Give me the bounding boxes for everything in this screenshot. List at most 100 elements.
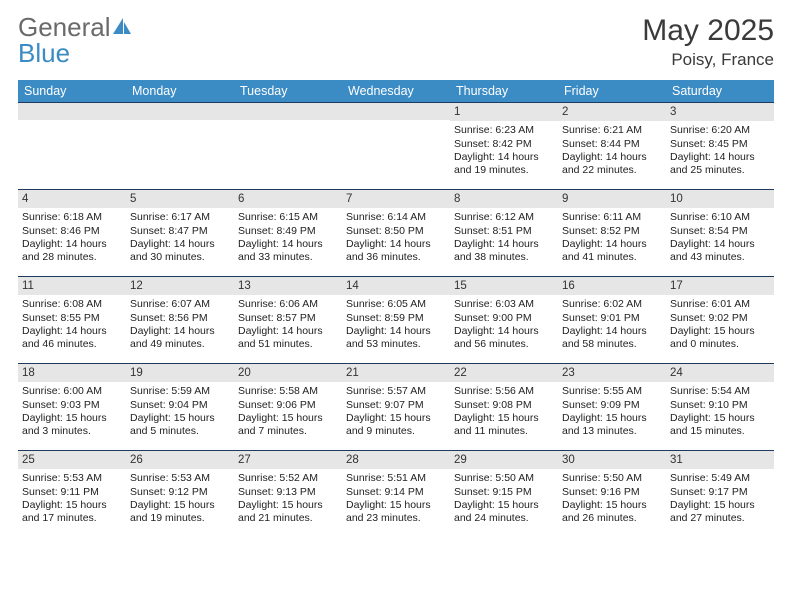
day-details: Sunrise: 6:20 AMSunset: 8:45 PMDaylight:… [666, 121, 774, 181]
calendar-header-wednesday: Wednesday [342, 80, 450, 102]
calendar-cell: 25Sunrise: 5:53 AMSunset: 9:11 PMDayligh… [18, 451, 126, 537]
sunset-line: Sunset: 8:49 PM [238, 225, 338, 238]
day-number: 28 [342, 451, 450, 469]
daylight-line: Daylight: 14 hours and 25 minutes. [670, 151, 770, 177]
sunrise-line: Sunrise: 6:08 AM [22, 298, 122, 311]
daylight-line: Daylight: 14 hours and 33 minutes. [238, 238, 338, 264]
sunrise-line: Sunrise: 6:10 AM [670, 211, 770, 224]
sunrise-line: Sunrise: 5:57 AM [346, 385, 446, 398]
calendar-cell [342, 103, 450, 189]
sunrise-line: Sunrise: 6:02 AM [562, 298, 662, 311]
sunrise-line: Sunrise: 6:14 AM [346, 211, 446, 224]
day-details: Sunrise: 6:10 AMSunset: 8:54 PMDaylight:… [666, 208, 774, 268]
sunset-line: Sunset: 9:13 PM [238, 486, 338, 499]
sunrise-line: Sunrise: 5:58 AM [238, 385, 338, 398]
day-number: 9 [558, 190, 666, 208]
day-number: 20 [234, 364, 342, 382]
sunrise-line: Sunrise: 6:12 AM [454, 211, 554, 224]
daylight-line: Daylight: 15 hours and 9 minutes. [346, 412, 446, 438]
day-details: Sunrise: 6:18 AMSunset: 8:46 PMDaylight:… [18, 208, 126, 268]
day-number: 18 [18, 364, 126, 382]
daylight-line: Daylight: 15 hours and 7 minutes. [238, 412, 338, 438]
calendar-cell: 17Sunrise: 6:01 AMSunset: 9:02 PMDayligh… [666, 277, 774, 363]
calendar-cell [126, 103, 234, 189]
calendar-cell: 22Sunrise: 5:56 AMSunset: 9:08 PMDayligh… [450, 364, 558, 450]
day-details: Sunrise: 6:15 AMSunset: 8:49 PMDaylight:… [234, 208, 342, 268]
sunrise-line: Sunrise: 6:06 AM [238, 298, 338, 311]
daylight-line: Daylight: 15 hours and 11 minutes. [454, 412, 554, 438]
sunset-line: Sunset: 8:47 PM [130, 225, 230, 238]
calendar-row: 11Sunrise: 6:08 AMSunset: 8:55 PMDayligh… [18, 276, 774, 363]
sunset-line: Sunset: 9:09 PM [562, 399, 662, 412]
calendar-header-thursday: Thursday [450, 80, 558, 102]
calendar-cell: 29Sunrise: 5:50 AMSunset: 9:15 PMDayligh… [450, 451, 558, 537]
day-details: Sunrise: 5:50 AMSunset: 9:16 PMDaylight:… [558, 469, 666, 529]
day-number: 16 [558, 277, 666, 295]
daylight-line: Daylight: 14 hours and 53 minutes. [346, 325, 446, 351]
day-number: 30 [558, 451, 666, 469]
sunset-line: Sunset: 9:14 PM [346, 486, 446, 499]
calendar-cell: 26Sunrise: 5:53 AMSunset: 9:12 PMDayligh… [126, 451, 234, 537]
daylight-line: Daylight: 15 hours and 27 minutes. [670, 499, 770, 525]
calendar-cell [234, 103, 342, 189]
sunrise-line: Sunrise: 6:00 AM [22, 385, 122, 398]
day-number: 3 [666, 103, 774, 121]
sunrise-line: Sunrise: 6:03 AM [454, 298, 554, 311]
calendar-cell: 30Sunrise: 5:50 AMSunset: 9:16 PMDayligh… [558, 451, 666, 537]
sunrise-line: Sunrise: 5:53 AM [130, 472, 230, 485]
calendar-row: 25Sunrise: 5:53 AMSunset: 9:11 PMDayligh… [18, 450, 774, 537]
daylight-line: Daylight: 14 hours and 51 minutes. [238, 325, 338, 351]
sunrise-line: Sunrise: 6:21 AM [562, 124, 662, 137]
sunset-line: Sunset: 9:00 PM [454, 312, 554, 325]
day-details: Sunrise: 5:51 AMSunset: 9:14 PMDaylight:… [342, 469, 450, 529]
day-number: 6 [234, 190, 342, 208]
sunrise-line: Sunrise: 5:52 AM [238, 472, 338, 485]
daylight-line: Daylight: 15 hours and 19 minutes. [130, 499, 230, 525]
sunset-line: Sunset: 8:59 PM [346, 312, 446, 325]
calendar-cell: 27Sunrise: 5:52 AMSunset: 9:13 PMDayligh… [234, 451, 342, 537]
sunset-line: Sunset: 8:54 PM [670, 225, 770, 238]
calendar-header-row: SundayMondayTuesdayWednesdayThursdayFrid… [18, 80, 774, 102]
day-number: 11 [18, 277, 126, 295]
sunset-line: Sunset: 8:44 PM [562, 138, 662, 151]
sunrise-line: Sunrise: 6:15 AM [238, 211, 338, 224]
daylight-line: Daylight: 14 hours and 46 minutes. [22, 325, 122, 351]
day-details: Sunrise: 6:06 AMSunset: 8:57 PMDaylight:… [234, 295, 342, 355]
calendar-cell: 6Sunrise: 6:15 AMSunset: 8:49 PMDaylight… [234, 190, 342, 276]
sunrise-line: Sunrise: 6:20 AM [670, 124, 770, 137]
day-number: 2 [558, 103, 666, 121]
day-number [234, 103, 342, 120]
sunset-line: Sunset: 8:55 PM [22, 312, 122, 325]
day-number [18, 103, 126, 120]
day-details: Sunrise: 5:53 AMSunset: 9:11 PMDaylight:… [18, 469, 126, 529]
sunset-line: Sunset: 8:57 PM [238, 312, 338, 325]
calendar-cell: 14Sunrise: 6:05 AMSunset: 8:59 PMDayligh… [342, 277, 450, 363]
day-number: 5 [126, 190, 234, 208]
calendar-cell: 20 Sunrise: 5:58 AMSunset: 9:06 PMDayligh… [234, 364, 342, 450]
sunrise-line: Sunrise: 5:54 AM [670, 385, 770, 398]
calendar-cell: 13Sunrise: 6:06 AMSunset: 8:57 PMDayligh… [234, 277, 342, 363]
calendar-cell: 21Sunrise: 5:57 AMSunset: 9:07 PMDayligh… [342, 364, 450, 450]
daylight-line: Daylight: 15 hours and 21 minutes. [238, 499, 338, 525]
day-details: Sunrise: 6:03 AMSunset: 9:00 PMDaylight:… [450, 295, 558, 355]
title-block: May 2025 Poisy, France [642, 14, 774, 70]
day-details: Sunrise: 5:54 AMSunset: 9:10 PMDaylight:… [666, 382, 774, 442]
calendar-row: 18Sunrise: 6:00 AMSunset: 9:03 PMDayligh… [18, 363, 774, 450]
calendar-header-friday: Friday [558, 80, 666, 102]
daylight-line: Daylight: 15 hours and 15 minutes. [670, 412, 770, 438]
calendar-cell: 23Sunrise: 5:55 AMSunset: 9:09 PMDayligh… [558, 364, 666, 450]
calendar-cell: 12Sunrise: 6:07 AMSunset: 8:56 PMDayligh… [126, 277, 234, 363]
day-details: Sunrise: 5:53 AMSunset: 9:12 PMDaylight:… [126, 469, 234, 529]
day-details: Sunrise: 6:07 AMSunset: 8:56 PMDaylight:… [126, 295, 234, 355]
sunrise-line: Sunrise: 5:51 AM [346, 472, 446, 485]
sunset-line: Sunset: 9:15 PM [454, 486, 554, 499]
sunset-line: Sunset: 8:45 PM [670, 138, 770, 151]
sunset-line: Sunset: 9:06 PM [238, 399, 338, 412]
day-number: 26 [126, 451, 234, 469]
day-details: Sunrise: 5:55 AMSunset: 9:09 PMDaylight:… [558, 382, 666, 442]
sunset-line: Sunset: 9:07 PM [346, 399, 446, 412]
calendar-header-tuesday: Tuesday [234, 80, 342, 102]
daylight-line: Daylight: 14 hours and 36 minutes. [346, 238, 446, 264]
day-details: Sunrise: 5:50 AMSunset: 9:15 PMDaylight:… [450, 469, 558, 529]
calendar-cell: 7Sunrise: 6:14 AMSunset: 8:50 PMDaylight… [342, 190, 450, 276]
